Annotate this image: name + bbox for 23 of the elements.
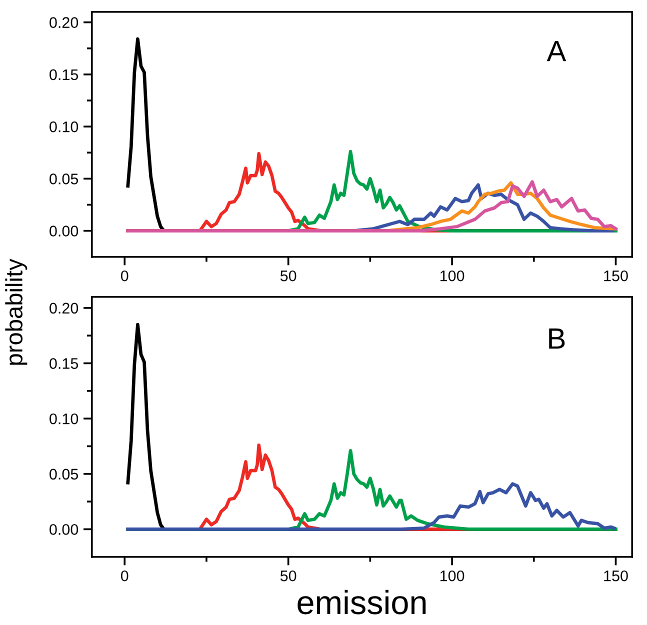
x-tick-label: 50 <box>280 270 296 282</box>
y-tick-label: 0.00 <box>50 524 78 535</box>
x-tick-label: 100 <box>440 270 464 282</box>
x-tick-label: 150 <box>604 270 628 282</box>
y-tick-label: 0.15 <box>50 69 78 80</box>
line-series <box>126 482 616 531</box>
x-tick-label: 50 <box>280 570 296 582</box>
y-tick-label: 0.00 <box>50 226 78 236</box>
x-tick-label: 150 <box>604 570 628 582</box>
y-tick-label: 0.15 <box>50 358 78 369</box>
x-tick-label: 0 <box>120 270 128 282</box>
y-tick-label: 0.10 <box>50 413 78 424</box>
annotation: B <box>549 328 565 349</box>
y-tick-label: 0.05 <box>50 468 78 480</box>
y-axis-title: probability <box>5 258 28 365</box>
x-tick-label: 100 <box>440 570 464 582</box>
x-tick-label: 0 <box>120 570 128 582</box>
annotation: A <box>546 41 566 62</box>
y-tick-label: 0.10 <box>50 121 78 132</box>
y-tick-label: 0.20 <box>50 17 78 28</box>
y-tick-label: 0.20 <box>50 302 78 314</box>
x-axis-title: emission <box>298 590 426 614</box>
y-tick-label: 0.05 <box>50 174 78 184</box>
